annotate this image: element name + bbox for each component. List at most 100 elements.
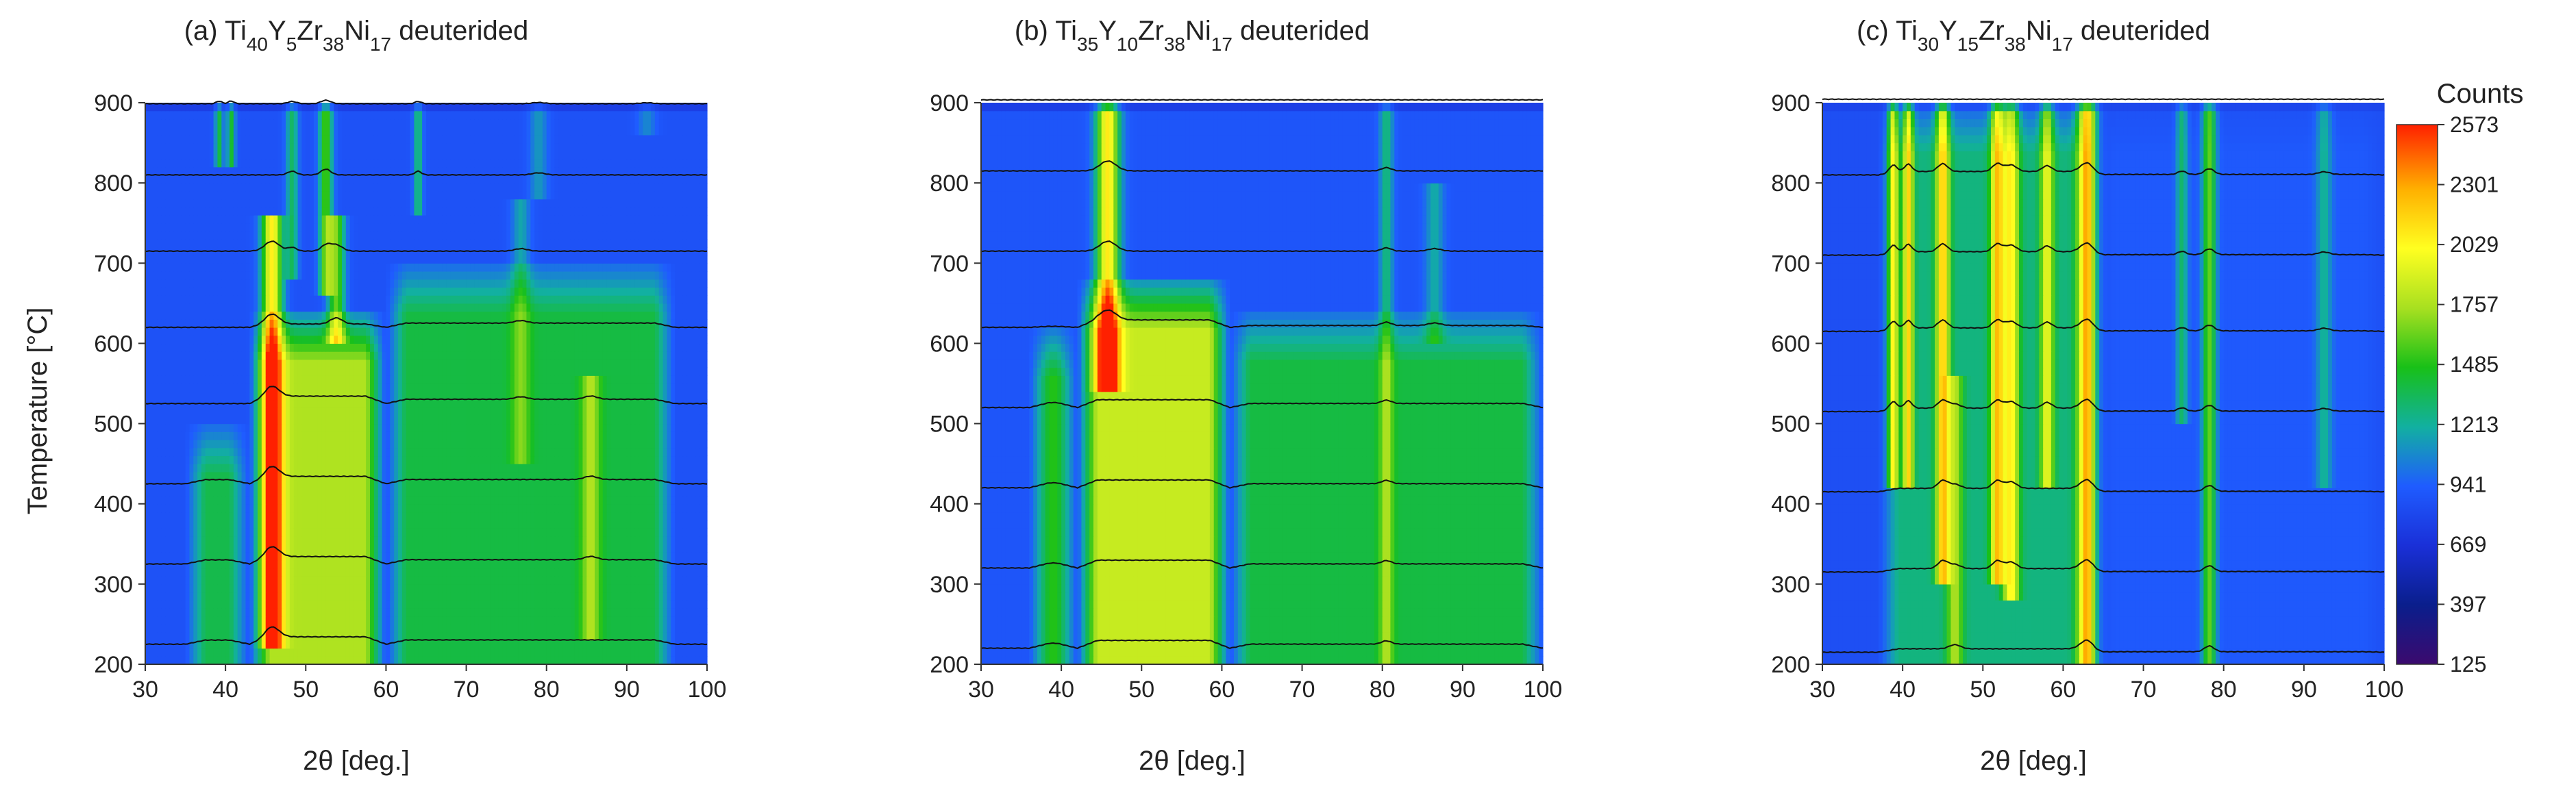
heatmap-cell	[261, 375, 267, 384]
heatmap-cell	[602, 455, 608, 464]
heatmap-cell	[498, 464, 503, 473]
heatmap-cell	[301, 527, 306, 537]
heatmap-cell	[506, 559, 511, 569]
heatmap-cell	[306, 616, 310, 625]
heatmap-cell	[358, 616, 362, 625]
heatmap-cell	[338, 407, 343, 416]
heatmap-cell	[466, 583, 471, 593]
heatmap-cell	[366, 375, 371, 384]
heatmap-cell	[334, 383, 338, 392]
heatmap-cell	[675, 656, 680, 665]
heatmap-cell	[245, 592, 250, 601]
heatmap-cell	[349, 440, 355, 449]
heatmap-cell	[514, 471, 519, 481]
heatmap-cell	[586, 399, 591, 408]
heatmap-cell	[149, 616, 154, 625]
heatmap-cell	[310, 520, 314, 529]
heatmap-cell	[567, 520, 571, 529]
heatmap-cell	[534, 583, 539, 593]
heatmap-cell	[237, 512, 243, 520]
heatmap-cell	[506, 592, 511, 601]
heatmap-cell	[197, 544, 202, 553]
heatmap-cell	[582, 576, 587, 585]
heatmap-cell	[470, 552, 475, 561]
heatmap-cell	[349, 624, 355, 633]
heatmap-cell	[209, 576, 214, 585]
heatmap-cell	[317, 576, 323, 585]
heatmap-cell	[181, 648, 186, 657]
heatmap-cell	[482, 455, 487, 464]
heatmap-cell	[595, 624, 599, 633]
heatmap-cell	[286, 375, 290, 384]
heatmap-cell	[662, 583, 668, 593]
heatmap-cell	[595, 383, 599, 392]
heatmap-cell	[213, 600, 219, 609]
heatmap-cell	[273, 536, 278, 544]
heatmap-cell	[189, 536, 194, 544]
heatmap-cell	[366, 536, 371, 544]
heatmap-cell	[482, 503, 487, 513]
heatmap-cell	[574, 640, 580, 649]
heatmap-cell	[209, 527, 214, 537]
heatmap-cell	[377, 391, 383, 401]
heatmap-cell	[651, 423, 656, 432]
heatmap-cell	[225, 455, 230, 464]
heatmap-cell	[434, 423, 439, 432]
heatmap-cell	[293, 464, 299, 473]
heatmap-cell	[286, 656, 290, 665]
heatmap-cell	[606, 576, 612, 585]
heatmap-cell	[482, 423, 487, 432]
heatmap-cell	[490, 447, 495, 457]
heatmap-cell	[201, 415, 206, 425]
heatmap-cell	[253, 648, 258, 657]
heatmap-cell	[297, 656, 303, 665]
heatmap-cell	[249, 375, 254, 384]
heatmap-cell	[197, 503, 202, 513]
heatmap-cell	[691, 544, 696, 553]
heatmap-cell	[550, 576, 556, 585]
heatmap-cell	[233, 503, 238, 513]
heatmap-cell	[237, 479, 243, 488]
heatmap-cell	[193, 407, 198, 416]
heatmap-cell	[530, 656, 535, 665]
heatmap-cell	[546, 520, 552, 529]
heatmap-cell	[241, 600, 247, 609]
heatmap-cell	[401, 464, 407, 473]
heatmap-cell	[510, 471, 515, 481]
heatmap-cell	[466, 375, 471, 384]
heatmap-cell	[169, 576, 174, 585]
heatmap-cell	[478, 431, 483, 440]
heatmap-cell	[366, 488, 371, 496]
heatmap-cell	[526, 391, 531, 401]
heatmap-cell	[406, 568, 411, 577]
heatmap-cell	[297, 431, 303, 440]
heatmap-cell	[474, 536, 479, 544]
heatmap-cell	[265, 559, 271, 569]
heatmap-cell	[301, 583, 306, 593]
heatmap-cell	[386, 608, 391, 617]
heatmap-cell	[277, 576, 282, 585]
heatmap-cell	[623, 632, 628, 641]
heatmap-cell	[686, 616, 692, 625]
heatmap-cell	[169, 471, 174, 481]
heatmap-cell	[426, 616, 431, 625]
heatmap-cell	[317, 512, 323, 520]
heatmap-cell	[173, 583, 178, 593]
heatmap-cell	[558, 471, 563, 481]
heatmap-cell	[410, 656, 415, 665]
heatmap-cell	[486, 399, 491, 408]
heatmap-cell	[317, 440, 323, 449]
heatmap-cell	[273, 471, 278, 481]
heatmap-cell	[245, 527, 250, 537]
heatmap-cell	[675, 624, 680, 633]
heatmap-cell	[522, 640, 528, 649]
heatmap-cell	[418, 544, 423, 553]
heatmap-cell	[598, 455, 604, 464]
heatmap-cell	[647, 583, 652, 593]
heatmap-cell	[490, 375, 495, 384]
heatmap-cell	[289, 544, 295, 553]
heatmap-cell	[173, 624, 178, 633]
heatmap-cell	[595, 440, 599, 449]
heatmap-cell	[153, 375, 158, 384]
heatmap-cell	[619, 592, 623, 601]
